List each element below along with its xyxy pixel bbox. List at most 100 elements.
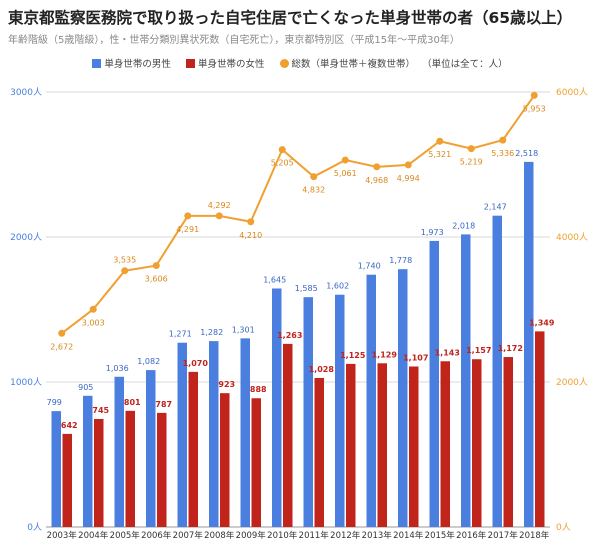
data-label-female: 801: [124, 398, 141, 407]
bar-female: [440, 361, 450, 527]
data-label-male: 1,036: [106, 364, 129, 373]
x-tick-label: 2016年: [456, 530, 487, 541]
bar-male: [429, 240, 439, 528]
x-tick-label: 2015年: [425, 530, 456, 541]
x-tick-label: 2005年: [110, 530, 141, 541]
data-label-total: 4,292: [208, 201, 231, 210]
point-total: [530, 91, 538, 99]
bar-female: [220, 393, 230, 527]
x-tick-label: 2012年: [330, 530, 361, 541]
x-tick-label: 2003年: [47, 530, 78, 541]
legend-label-female: 単身世帯の女性: [197, 59, 265, 70]
x-tick-label: 2006年: [141, 530, 172, 541]
data-label-total: 4,210: [239, 231, 262, 240]
bar-male: [177, 342, 187, 527]
y-left-tick-label: 1000人: [10, 377, 42, 388]
bar-male: [366, 274, 376, 527]
legend-label-male: 単身世帯の男性: [104, 59, 171, 70]
bar-male: [83, 395, 93, 527]
data-label-male: 1,082: [137, 357, 160, 366]
y-right-tick-label: 0人: [556, 522, 571, 533]
point-total: [215, 212, 223, 220]
point-total: [58, 329, 66, 337]
point-total: [499, 136, 507, 144]
bar-male: [335, 294, 345, 527]
x-tick-label: 2010年: [267, 530, 298, 541]
x-tick-label: 2014年: [393, 530, 424, 541]
chart-subtitle: 年齢階級（5歳階級），性・世帯分類別異状死数（自宅死亡），東京都特別区（平成15…: [8, 35, 460, 46]
data-label-total: 3,535: [113, 256, 136, 265]
y-right-tick-label: 6000人: [556, 87, 588, 98]
y-right-tick-label: 4000人: [556, 232, 588, 243]
point-total: [341, 156, 349, 164]
point-total: [121, 267, 129, 275]
x-tick-label: 2004年: [78, 530, 109, 541]
bar-female: [377, 363, 387, 527]
bar-female: [409, 366, 419, 527]
data-label-total: 5,321: [428, 150, 451, 159]
bar-female: [188, 371, 198, 527]
data-label-total: 4,291: [176, 225, 199, 234]
data-label-female: 787: [155, 400, 172, 409]
y-right-tick-label: 2000人: [556, 377, 588, 388]
bar-female: [157, 412, 167, 527]
data-label-total: 3,606: [145, 275, 168, 284]
y-left-tick-label: 2000人: [10, 232, 42, 243]
data-label-total: 5,061: [334, 169, 357, 178]
data-label-female: 1,028: [309, 365, 335, 374]
bar-male: [492, 215, 502, 527]
data-label-female: 923: [218, 380, 235, 389]
data-label-male: 2,518: [515, 149, 538, 158]
data-label-female: 1,172: [498, 344, 523, 353]
x-tick-label: 2017年: [488, 530, 519, 541]
legend: 単身世帯の男性 単身世帯の女性 総数（単身世帯＋複数世帯） （単位は全て：人）: [0, 56, 600, 70]
data-label-male: 1,602: [326, 282, 349, 291]
bar-female: [314, 377, 324, 527]
point-total: [436, 137, 444, 145]
legend-swatch-male: [92, 59, 102, 68]
point-total: [184, 212, 192, 220]
data-label-female: 1,349: [529, 318, 555, 327]
data-label-male: 2,018: [452, 221, 475, 230]
point-total: [278, 146, 286, 154]
data-label-male: 1,973: [421, 228, 444, 237]
data-label-male: 1,740: [358, 262, 381, 271]
legend-item-total: 総数（単身世帯＋複数世帯） （単位は全て：人）: [279, 56, 508, 70]
point-total: [152, 262, 160, 270]
bar-female: [503, 357, 513, 527]
bar-male: [398, 269, 408, 527]
bar-male: [114, 376, 124, 527]
point-total: [310, 173, 318, 181]
data-label-total: 3,003: [82, 318, 105, 327]
point-total: [467, 145, 475, 153]
data-label-total: 5,205: [271, 159, 294, 168]
data-label-total: 4,994: [397, 174, 420, 183]
bar-female: [251, 398, 261, 527]
point-total: [247, 218, 255, 226]
data-label-female: 1,129: [372, 350, 398, 359]
data-label-total: 5,336: [491, 149, 514, 158]
data-label-total: 4,968: [365, 176, 388, 185]
data-label-female: 1,107: [403, 353, 428, 362]
data-label-total: 4,832: [302, 186, 325, 195]
y-left-tick-label: 3000人: [10, 87, 42, 98]
x-tick-label: 2011年: [299, 530, 330, 541]
bar-female: [472, 359, 482, 527]
bar-male: [209, 341, 219, 527]
x-tick-label: 2018年: [519, 530, 550, 541]
bar-male: [146, 370, 156, 527]
data-label-male: 1,282: [200, 328, 223, 337]
data-label-male: 1,301: [232, 325, 255, 334]
bar-male: [240, 338, 250, 527]
data-label-female: 1,143: [435, 348, 460, 357]
bar-male: [51, 411, 61, 527]
data-label-male: 1,271: [169, 330, 192, 339]
point-total: [404, 161, 412, 169]
point-total: [89, 305, 97, 313]
bar-male: [272, 288, 282, 527]
data-label-male: 1,778: [389, 256, 412, 265]
x-tick-label: 2008年: [204, 530, 235, 541]
bar-female: [62, 433, 72, 527]
data-label-female: 1,157: [466, 346, 491, 355]
